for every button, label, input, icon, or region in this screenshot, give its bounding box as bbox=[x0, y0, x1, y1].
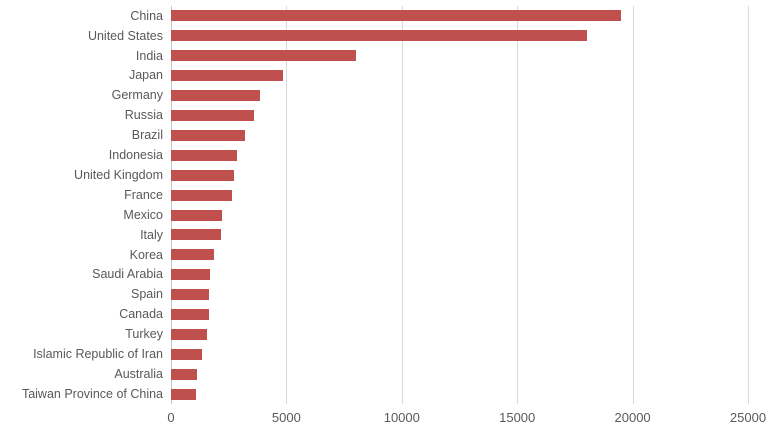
category-label: Spain bbox=[131, 287, 163, 302]
bar bbox=[171, 229, 222, 241]
bar-row: Italy bbox=[0, 225, 784, 245]
bar-row: Germany bbox=[0, 86, 784, 106]
bar bbox=[171, 109, 254, 121]
bar-row: Canada bbox=[0, 305, 784, 325]
category-label: Japan bbox=[128, 68, 163, 83]
bar-track bbox=[171, 305, 748, 325]
x-tick-label: 5000 bbox=[271, 410, 301, 425]
bar-row: France bbox=[0, 185, 784, 205]
bar bbox=[171, 70, 283, 82]
y-axis-line bbox=[171, 6, 172, 404]
bar-track bbox=[171, 225, 748, 245]
bar-track bbox=[171, 86, 748, 106]
bar-row: Indonesia bbox=[0, 145, 784, 165]
bar-row: Spain bbox=[0, 285, 784, 305]
gridline bbox=[401, 6, 403, 404]
x-tick-label: 25000 bbox=[729, 410, 767, 425]
category-label: Russia bbox=[124, 108, 163, 123]
bar-track bbox=[171, 6, 748, 26]
bar-track bbox=[171, 364, 748, 384]
category-label: Taiwan Province of China bbox=[21, 386, 163, 401]
category-label: India bbox=[135, 48, 163, 63]
category-label: Indonesia bbox=[108, 148, 163, 163]
category-label: United States bbox=[87, 28, 163, 43]
bar-row: Islamic Republic of Iran bbox=[0, 344, 784, 364]
bar-row: Russia bbox=[0, 106, 784, 126]
bar bbox=[171, 249, 214, 261]
bar bbox=[171, 30, 588, 42]
bar bbox=[171, 90, 261, 102]
category-label: Korea bbox=[129, 247, 163, 262]
bar-track bbox=[171, 125, 748, 145]
x-tick-label: 20000 bbox=[614, 410, 651, 425]
x-tick-label: 15000 bbox=[499, 410, 536, 425]
bar bbox=[171, 149, 237, 161]
bar-rows-layer: China United States India Japan Germany Russi… bbox=[0, 6, 784, 404]
category-label: Italy bbox=[140, 227, 163, 242]
bar-row: Japan bbox=[0, 66, 784, 86]
gridlines-layer bbox=[171, 6, 749, 404]
bar-row: Mexico bbox=[0, 205, 784, 225]
bar-track bbox=[171, 265, 748, 285]
bar bbox=[171, 328, 208, 340]
category-label: Canada bbox=[119, 307, 163, 322]
bar bbox=[171, 388, 197, 400]
bar bbox=[171, 189, 233, 201]
category-label: Australia bbox=[114, 367, 163, 382]
bar-track bbox=[171, 205, 748, 225]
category-label: Saudi Arabia bbox=[92, 267, 163, 282]
category-label: Mexico bbox=[123, 207, 163, 222]
category-label: Brazil bbox=[131, 128, 163, 143]
bar-track bbox=[171, 384, 748, 404]
bar-track bbox=[171, 185, 748, 205]
bar-track bbox=[171, 165, 748, 185]
category-label: Germany bbox=[111, 88, 163, 103]
bar bbox=[171, 289, 209, 301]
bar bbox=[171, 368, 198, 380]
category-label: China bbox=[130, 8, 163, 23]
category-label: United Kingdom bbox=[74, 167, 163, 182]
bar bbox=[171, 209, 223, 221]
bar-track bbox=[171, 46, 748, 66]
bar-track bbox=[171, 26, 748, 46]
bar-row: Brazil bbox=[0, 125, 784, 145]
bar-track bbox=[171, 325, 748, 345]
gridline bbox=[632, 6, 634, 404]
bar-row: India bbox=[0, 46, 784, 66]
gridline bbox=[286, 6, 288, 404]
bar-track bbox=[171, 66, 748, 86]
bar-row: United States bbox=[0, 26, 784, 46]
gridline bbox=[748, 6, 749, 404]
bar bbox=[171, 269, 210, 281]
bar-row: Taiwan Province of China bbox=[0, 384, 784, 404]
bar-row: United Kingdom bbox=[0, 165, 784, 185]
x-tick-label: 10000 bbox=[383, 410, 420, 425]
bar-track bbox=[171, 285, 748, 305]
bar bbox=[171, 309, 209, 321]
x-axis: 0 5000 10000 15000 20000 25000 bbox=[167, 404, 766, 434]
bar-track bbox=[171, 245, 748, 265]
bar bbox=[171, 50, 357, 62]
gridline bbox=[517, 6, 519, 404]
bar bbox=[171, 10, 622, 22]
bar-row: Korea bbox=[0, 245, 784, 265]
bar bbox=[171, 169, 234, 181]
category-label: Islamic Republic of Iran bbox=[33, 347, 163, 362]
bar-track bbox=[171, 106, 748, 126]
bar-track bbox=[171, 344, 748, 364]
bar-row: China bbox=[0, 6, 784, 26]
bar-row: Turkey bbox=[0, 325, 784, 345]
bar-track bbox=[171, 145, 748, 165]
bar-row: Australia bbox=[0, 364, 784, 384]
category-label: Turkey bbox=[125, 327, 163, 342]
x-tick-label: 0 bbox=[167, 410, 175, 425]
bar bbox=[171, 348, 203, 360]
bar-row: Saudi Arabia bbox=[0, 265, 784, 285]
category-label: France bbox=[124, 187, 163, 202]
bar bbox=[171, 129, 246, 141]
